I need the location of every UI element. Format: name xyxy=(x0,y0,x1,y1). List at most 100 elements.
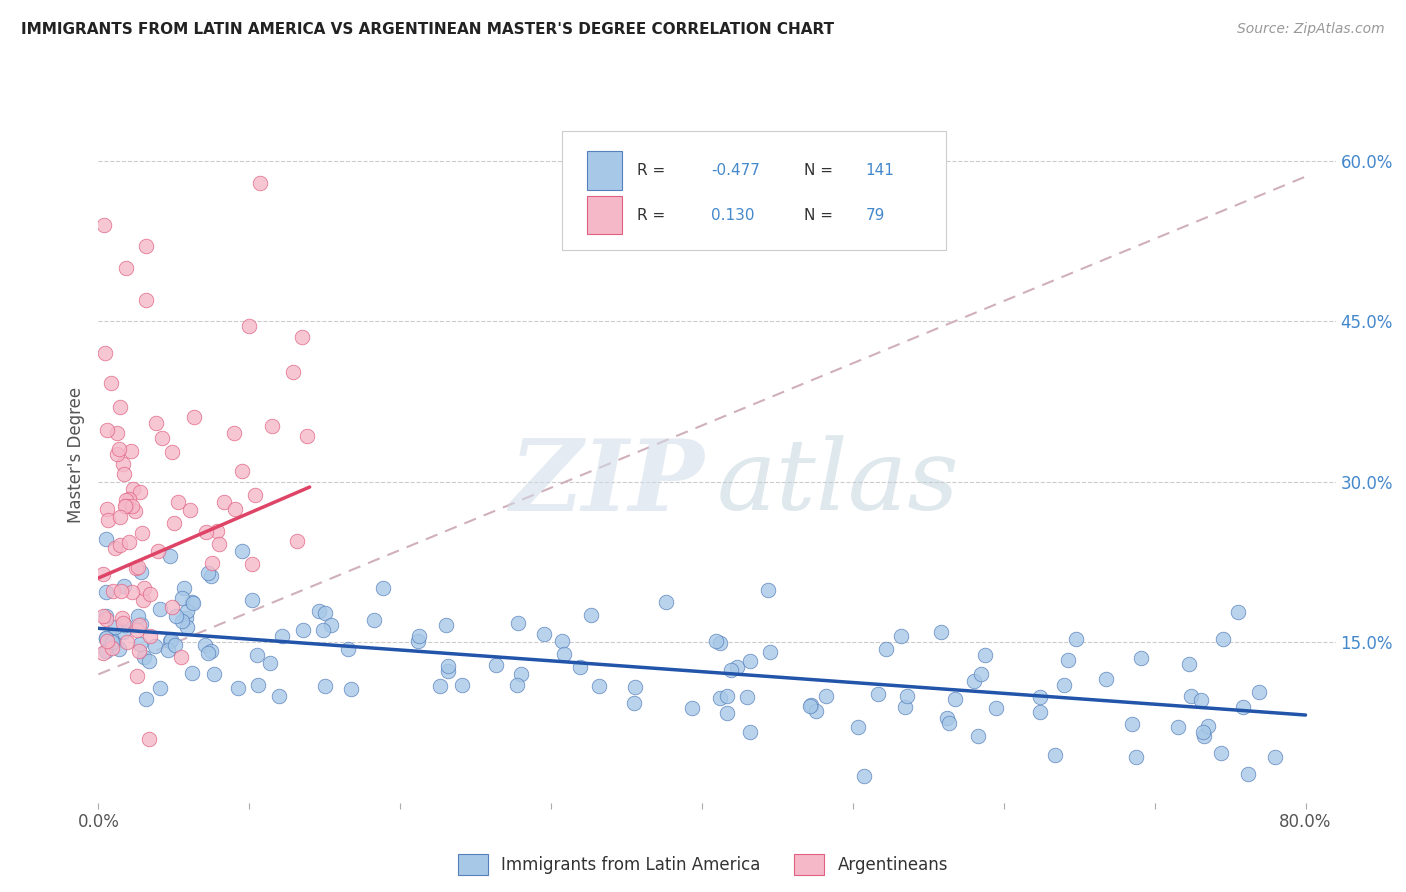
Point xyxy=(149,601,172,615)
Point xyxy=(91,566,114,581)
Point xyxy=(1227,605,1250,619)
Point xyxy=(173,581,195,595)
Point xyxy=(94,584,117,599)
Point xyxy=(569,660,592,674)
Point xyxy=(112,579,135,593)
Text: IMMIGRANTS FROM LATIN AMERICA VS ARGENTINEAN MASTER'S DEGREE CORRELATION CHART: IMMIGRANTS FROM LATIN AMERICA VS ARGENTI… xyxy=(21,22,834,37)
Point xyxy=(259,656,281,670)
Point xyxy=(162,516,184,531)
Point xyxy=(127,608,149,623)
Point xyxy=(108,442,131,456)
Point xyxy=(110,584,132,599)
Point xyxy=(655,594,678,608)
Point xyxy=(125,623,148,637)
Point xyxy=(243,488,266,502)
Point xyxy=(506,615,529,630)
Legend: Immigrants from Latin America, Argentineans: Immigrants from Latin America, Argentine… xyxy=(458,855,948,875)
Point xyxy=(183,410,205,425)
Point xyxy=(176,620,198,634)
Point xyxy=(737,690,759,705)
Point xyxy=(1192,725,1215,739)
Point xyxy=(94,644,117,658)
Point xyxy=(120,443,142,458)
Point xyxy=(114,499,136,513)
Point xyxy=(111,624,134,639)
Point xyxy=(623,696,645,710)
Point xyxy=(406,633,429,648)
Point xyxy=(720,663,742,677)
Point xyxy=(1029,690,1052,705)
Point xyxy=(875,641,897,656)
Point xyxy=(172,591,194,605)
Point xyxy=(285,533,308,548)
Point xyxy=(132,581,155,595)
Point xyxy=(681,701,703,715)
Point xyxy=(292,624,315,638)
Text: N =: N = xyxy=(804,208,838,222)
Point xyxy=(246,678,269,692)
Point xyxy=(800,698,823,713)
Text: R =: R = xyxy=(637,163,669,178)
Point xyxy=(231,463,253,477)
Point xyxy=(1212,632,1234,646)
Point xyxy=(506,678,529,692)
Point xyxy=(110,400,132,414)
Point xyxy=(94,632,117,646)
Point xyxy=(314,606,336,620)
Point xyxy=(118,491,141,506)
Point xyxy=(91,646,114,660)
Point xyxy=(145,639,167,653)
Point xyxy=(553,647,575,661)
Point xyxy=(581,607,603,622)
Point xyxy=(101,640,124,655)
Point xyxy=(756,583,779,598)
Point xyxy=(799,698,821,713)
Point xyxy=(94,632,117,646)
Point xyxy=(96,423,118,437)
Point xyxy=(312,624,335,638)
Point xyxy=(437,664,460,678)
Point xyxy=(1192,729,1215,743)
Point xyxy=(943,691,966,706)
Point xyxy=(129,637,152,651)
Point xyxy=(1095,672,1118,686)
Point xyxy=(135,239,157,253)
Point xyxy=(135,293,157,307)
Point xyxy=(150,431,173,445)
Point xyxy=(107,641,129,656)
Point xyxy=(205,524,228,538)
Point xyxy=(337,641,360,656)
Point xyxy=(936,711,959,725)
Point xyxy=(624,680,647,694)
Text: 141: 141 xyxy=(866,163,894,178)
Point xyxy=(104,620,127,634)
Point xyxy=(740,724,762,739)
Point xyxy=(104,541,127,555)
Point xyxy=(262,418,284,433)
Point xyxy=(340,681,363,696)
Text: 0.130: 0.130 xyxy=(711,208,755,222)
Point xyxy=(114,500,136,514)
Point xyxy=(408,629,430,643)
Point xyxy=(551,634,574,648)
Point xyxy=(853,769,876,783)
Point xyxy=(159,634,181,648)
Point xyxy=(125,561,148,575)
Point xyxy=(124,504,146,518)
Point xyxy=(194,525,217,540)
Point xyxy=(1197,719,1219,733)
Point xyxy=(759,645,782,659)
Point xyxy=(179,503,201,517)
Point xyxy=(181,595,204,609)
Point xyxy=(434,617,457,632)
Point xyxy=(122,483,145,497)
Point xyxy=(709,691,731,706)
Point xyxy=(814,689,837,703)
Point xyxy=(1057,653,1080,667)
Point xyxy=(267,689,290,703)
Point xyxy=(129,485,152,500)
Point xyxy=(984,701,1007,715)
Point xyxy=(138,654,160,668)
Point xyxy=(1121,717,1143,731)
Point xyxy=(132,593,155,607)
